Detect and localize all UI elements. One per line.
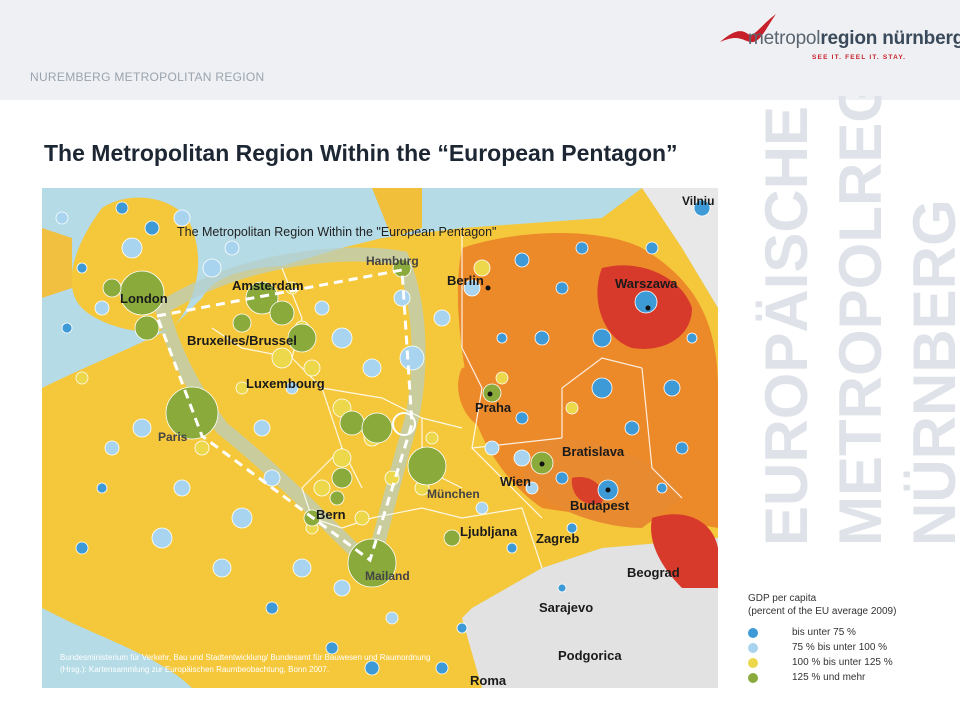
city-label-paris: Paris	[158, 430, 188, 444]
city-label-hamburg: Hamburg	[366, 254, 419, 268]
legend-item-label: 100 % bis unter 125 %	[792, 657, 893, 668]
map-inset-title: The Metropolitan Region Within the "Euro…	[177, 225, 497, 239]
legend-item-label: 125 % und mehr	[792, 672, 866, 683]
legend-title-line-1: GDP per capita	[748, 593, 817, 604]
watermark-line-3: NÜRNBERG	[901, 199, 960, 546]
city-label-mailand: Mailand	[365, 569, 410, 583]
map-source-line-2: (Hrsg.): Kartensammlung zur Europäischen…	[60, 665, 329, 674]
city-label-bern: Bern	[316, 507, 346, 522]
city-label-berlin: Berlin	[447, 273, 484, 288]
city-label-vilnius: Vilniu	[682, 194, 714, 208]
header-bar	[0, 0, 960, 100]
city-label-beograd: Beograd	[627, 565, 680, 580]
region-label: NUREMBERG METROPOLITAN REGION	[30, 70, 265, 84]
legend-item: 75 % bis unter 100 %	[748, 641, 948, 655]
watermark-line-2: METROPOLREGION	[827, 96, 894, 546]
city-label-bruxelles: Bruxelles/Brussel	[187, 333, 297, 348]
legend-swatch	[748, 643, 758, 653]
page-title: The Metropolitan Region Within the “Euro…	[44, 140, 678, 166]
city-label-london: London	[120, 291, 168, 306]
city-label-sarajevo: Sarajevo	[539, 600, 593, 615]
city-label-budapest: Budapest	[570, 498, 630, 513]
legend-item: 125 % und mehr	[748, 671, 948, 685]
logo-tagline: SEE IT. FEEL IT. STAY.	[812, 54, 907, 61]
legend-item-label: bis unter 75 %	[792, 627, 856, 638]
city-label-ljubljana: Ljubljana	[460, 524, 518, 539]
city-label-luxembourg: Luxembourg	[246, 376, 325, 391]
gdp-map-svg: The Metropolitan Region Within the "Euro…	[42, 188, 718, 688]
city-label-bratislava: Bratislava	[562, 444, 625, 459]
logo-text-bold: region nürnberg	[820, 28, 960, 49]
city-label-roma: Roma	[470, 673, 507, 688]
legend-item: 100 % bis unter 125 %	[748, 656, 948, 670]
logo-text: metropolregion nürnberg	[748, 28, 960, 50]
gdp-map: The Metropolitan Region Within the "Euro…	[42, 188, 718, 688]
city-label-munchen: München	[427, 487, 480, 501]
legend-swatch	[748, 628, 758, 638]
map-legend: GDP per capita (percent of the EU averag…	[748, 592, 948, 685]
watermark: EUROPÄISCHE METROPOLREGION NÜRNBERG	[753, 96, 960, 546]
logo-text-light: metropol	[748, 28, 821, 49]
logo-swoosh-icon	[720, 14, 776, 43]
city-label-zagreb: Zagreb	[536, 531, 579, 546]
legend-item: bis unter 75 %	[748, 626, 948, 640]
city-label-praha: Praha	[475, 400, 512, 415]
legend-item-label: 75 % bis unter 100 %	[792, 642, 888, 653]
legend-swatch	[748, 658, 758, 668]
legend-swatch	[748, 673, 758, 683]
map-source-line-1: Bundesministerium für Verkehr, Bau und S…	[60, 653, 430, 662]
city-label-wien: Wien	[500, 474, 531, 489]
city-label-warszawa: Warszawa	[615, 276, 678, 291]
city-label-podgorica: Podgorica	[558, 648, 622, 663]
watermark-line-1: EUROPÄISCHE	[753, 106, 820, 546]
legend-title-line-2: (percent of the EU average 2009)	[748, 606, 897, 617]
city-label-amsterdam: Amsterdam	[232, 278, 304, 293]
